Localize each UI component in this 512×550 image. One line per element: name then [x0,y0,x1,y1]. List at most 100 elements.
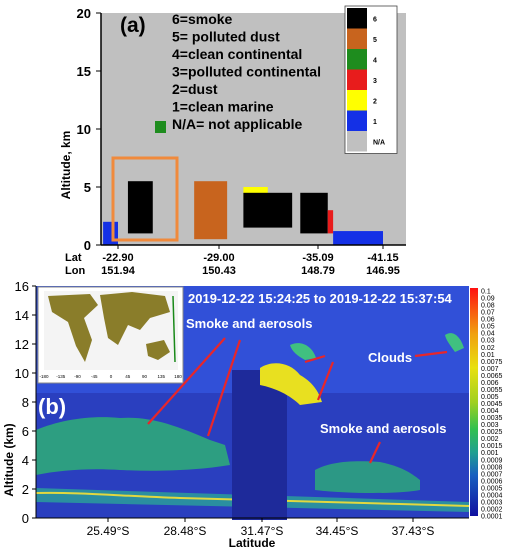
legend-entry-a: 2=dust [172,81,218,97]
colorbar-a-swatch [347,90,367,111]
map-tick-label: 90 [142,374,148,379]
aerosol-feature [327,210,334,234]
colorbar-b-label: 0.06 [481,317,495,324]
colorbar-b-label: 0.0035 [481,415,503,422]
map-tick-label: 45 [125,374,131,379]
row-label-lat: Lat [65,252,82,264]
y-ticks-a: 0 5 10 15 20 [77,6,101,253]
colorbar-b-label: 0.005 [481,394,499,401]
surface-highlight [35,491,470,507]
colorbar-a-swatch [347,8,367,29]
y-tick-label-b: 10 [15,366,29,381]
colorbar-b-label: 0.0009 [481,457,503,464]
map-tick-label: 180 [174,374,182,379]
colorbar-b-label: 0.1 [481,289,491,296]
x-tick-label-b: 37.43°S [392,524,435,538]
highlight-box [111,156,179,242]
plot-a-features [103,181,383,245]
smoke-layer-left [36,417,230,475]
x-tick-lon: 146.95 [366,265,400,277]
colorbar-b-label: 0.0025 [481,429,503,436]
y-tick-label-b: 16 [15,280,29,294]
x-tick-label-b: 34.45°S [316,524,359,538]
x-tick-lon: 148.79 [301,265,335,277]
colorbar-b-label: 0.007 [481,366,499,373]
colorbar-a-label: 1 [373,119,377,126]
map-ticks: -180 -135 -90 -45 0 45 90 135 180 [39,374,182,379]
colorbar-b-label: 0.0005 [481,485,503,492]
colorbar-b-label: 0.0003 [481,499,503,506]
colorbar-b-label: 0.0075 [481,359,503,366]
colorbar-b-label: 0.0055 [481,387,503,394]
colorbar-b-label: 0.04 [481,331,495,338]
colorbar-b-label: 0.05 [481,324,495,331]
colorbar-b-label: 0.001 [481,450,499,457]
colorbar-a-swatch [347,110,367,131]
plot-b-features [35,286,470,520]
colorbar-a-label: 3 [373,78,377,85]
y-tick-label-a: 5 [84,180,91,195]
y-tick-label-a: 10 [77,122,91,137]
map-track [172,295,176,363]
colorbar-b-label: 0.0006 [481,478,503,485]
annotation-labels: Smoke and aerosols Clouds Smoke and aeroso… [186,316,446,436]
colorbar-b-label: 0.0002 [481,506,503,513]
x-tick-lat: -41.15 [367,252,398,264]
colorbar-a-label: 5 [373,37,377,44]
legend-entry-a: 3=polluted continental [172,64,321,80]
y-tick-label-b: 12 [15,337,29,352]
colorbar-a-swatch [347,131,367,152]
colorbar-a-swatch [347,49,367,70]
colorbar-b-label: 0.09 [481,296,495,303]
colorbar-b-label: 0.0007 [481,471,503,478]
colorbar-b-label: 0.01 [481,352,495,359]
aerosol-feature [194,181,228,240]
colorbar-b-labels: 0.10.090.080.070.060.050.040.030.020.010… [481,289,503,521]
colorbar-b-label: 0.004 [481,408,499,415]
y-tick-label-b: 6 [22,424,29,439]
map-land [48,292,170,362]
y-tick-label-a: 20 [77,6,91,21]
colorbar-b-label: 0.0045 [481,401,503,408]
colorbar-a-label: 2 [373,98,377,105]
colorbar-b-label: 0.006 [481,380,499,387]
x-tick-label-b: 28.48°S [164,524,207,538]
colorbar-a: 6 5 4 3 2 1 N/A [344,5,398,154]
y-axis-label-b: Altitude (km) [2,423,16,496]
y-tick-label-b: 0 [22,511,29,526]
colorbar-a-label: 6 [373,16,377,23]
panel-b: Smoke and aerosols Clouds Smoke and aeroso… [2,280,503,550]
aerosol-feature [243,192,293,228]
y-tick-label-a: 0 [84,238,91,253]
y-tick-label-b: 4 [22,453,29,468]
colorbar-b-label: 0.002 [481,436,499,443]
colorbar-b-label: 0.02 [481,345,495,352]
map-tick-label: -90 [74,374,81,379]
aerosol-feature [127,181,153,234]
legend-entry-a: 6=smoke [172,11,233,27]
x-tick-lon: 151.94 [101,265,136,277]
x-tick-lat: -35.09 [302,252,333,264]
legend-entry-a: 1=clean marine [172,99,274,115]
x-tick-label-b: 25.49°S [87,524,130,538]
annotation-arrows [147,337,448,464]
aerosol-feature [333,231,383,245]
smoke-layer-right [315,461,420,493]
colorbar-b-label: 0.0004 [481,492,503,499]
time-range: 2019-12-22 15:24:25 to 2019-12-22 15:37:… [188,291,453,306]
y-axis-label-a: Altitude, km [59,131,73,200]
annotation-label: Smoke and aerosols [186,316,312,331]
cloud-high [290,343,316,360]
colorbar-b-label: 0.0015 [481,443,503,450]
cloud-right [445,333,464,352]
x-tick-lon: 150.43 [202,265,236,277]
y-tick-label-b: 14 [15,308,29,323]
cloud-column [232,370,287,520]
colorbar-b-label: 0.0001 [481,514,503,521]
panel-a-label: (a) [120,14,146,37]
annotation-label: Clouds [368,350,412,365]
x-tick-lat: -29.00 [203,252,234,264]
colorbar-b-label: 0.07 [481,310,495,317]
aerosol-feature [103,221,118,245]
